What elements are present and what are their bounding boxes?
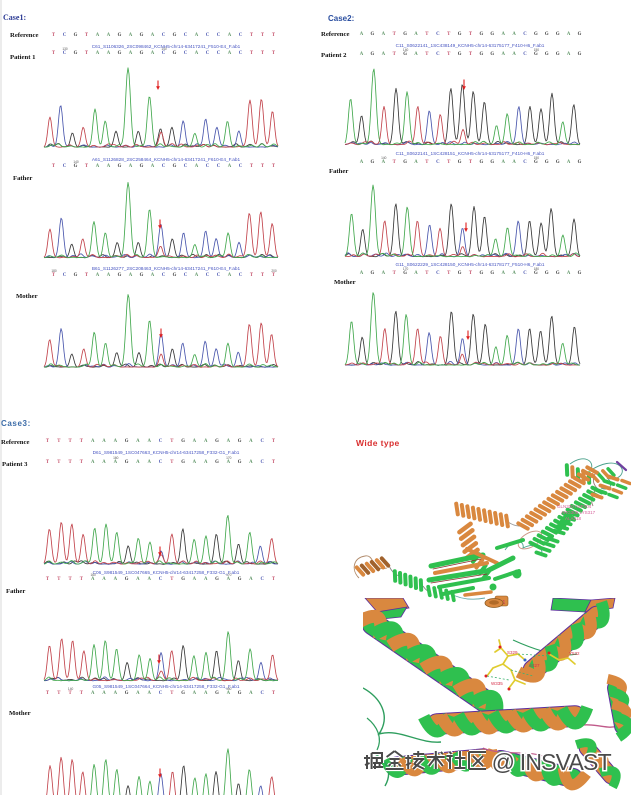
svg-text:S329: S329 <box>507 650 518 655</box>
svg-text:ARG306 LYS317: ARG306 LYS317 <box>561 510 596 515</box>
svg-text:S327: S327 <box>529 663 540 668</box>
svg-text:GLN320 ASP304: GLN320 ASP304 <box>557 504 592 509</box>
svg-text:W335: W335 <box>491 681 503 686</box>
svg-text:Y532: Y532 <box>569 651 580 656</box>
svg-text:ALA318: ALA318 <box>565 516 582 521</box>
svg-text:@ INSVAST: @ INSVAST <box>492 749 612 775</box>
